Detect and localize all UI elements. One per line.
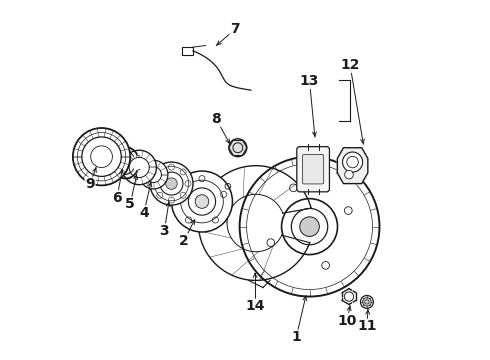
Polygon shape — [337, 148, 368, 184]
Circle shape — [172, 171, 232, 232]
Text: 3: 3 — [160, 224, 169, 238]
Text: 14: 14 — [245, 299, 265, 313]
Text: 2: 2 — [179, 234, 189, 248]
Circle shape — [361, 296, 373, 309]
Text: 8: 8 — [212, 112, 221, 126]
Circle shape — [343, 152, 363, 172]
Text: 13: 13 — [300, 75, 319, 89]
Text: 12: 12 — [341, 58, 360, 72]
Circle shape — [363, 298, 371, 306]
Circle shape — [150, 162, 193, 205]
Circle shape — [73, 128, 130, 185]
Circle shape — [166, 178, 177, 189]
Text: 7: 7 — [230, 22, 240, 36]
FancyBboxPatch shape — [297, 147, 329, 192]
Circle shape — [240, 157, 379, 297]
Text: 11: 11 — [357, 319, 377, 333]
Text: 9: 9 — [85, 177, 95, 191]
Text: 10: 10 — [338, 314, 357, 328]
Circle shape — [229, 139, 247, 157]
Text: 1: 1 — [292, 330, 301, 344]
FancyBboxPatch shape — [182, 46, 193, 55]
Text: 6: 6 — [112, 191, 122, 205]
FancyBboxPatch shape — [302, 154, 324, 184]
Circle shape — [282, 199, 338, 255]
Circle shape — [300, 217, 319, 237]
Circle shape — [139, 160, 168, 189]
Circle shape — [195, 195, 209, 208]
Circle shape — [344, 170, 353, 179]
Circle shape — [122, 150, 156, 185]
Text: 4: 4 — [139, 206, 149, 220]
Text: 5: 5 — [125, 197, 135, 211]
